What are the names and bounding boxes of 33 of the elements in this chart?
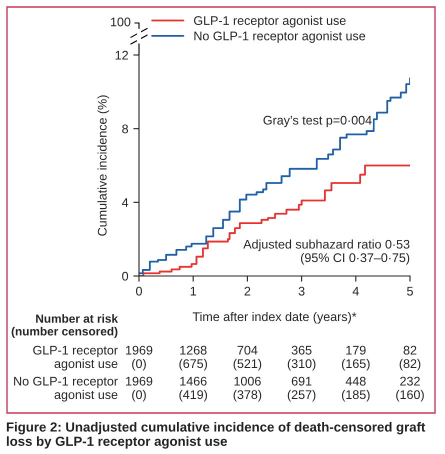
text: 1969 (0) [126, 346, 152, 371]
text: 1268 (675) [179, 346, 208, 371]
annotation: Adjusted subhazard ratio 0·53 (95% CI 0·37–0·75) [243, 240, 410, 265]
text: 704 (521) [234, 346, 262, 371]
x-tick-label: 3 [298, 286, 305, 296]
text: 100 [110, 18, 130, 26]
text: No GLP-1 receptor agonist use [14, 376, 118, 402]
annotation: Gray’s test p=0·004 [263, 116, 372, 128]
y-tick-label: 4 [122, 198, 128, 207]
x-tick-label: 0 [136, 286, 142, 296]
text: GLP-1 receptor agonist use [33, 346, 118, 371]
legend-label: No GLP-1 receptor agonist use [194, 31, 366, 43]
y-axis-title: Cumulative incidence (%) [97, 95, 110, 236]
text: 1466 (419) [179, 376, 208, 402]
text: Number at risk (number censored) [12, 314, 118, 338]
y-tick-label: 12 [116, 50, 128, 60]
text: 82 (82) [400, 346, 420, 371]
legend-label: GLP-1 receptor agonist use [194, 16, 346, 28]
text: 232 (160) [396, 376, 424, 402]
x-tick-label: 2 [244, 286, 250, 296]
text: 448 (185) [342, 376, 370, 402]
text: 1006 (378) [234, 376, 262, 402]
y-tick-label: 0 [122, 272, 128, 281]
text: 691 (257) [288, 376, 316, 402]
x-tick-label: 5 [407, 286, 413, 296]
x-axis-title: Time after index date (years)* [192, 312, 356, 324]
y-tick-label: 8 [122, 124, 128, 134]
text: 365 (310) [288, 346, 316, 371]
text: 179 (165) [342, 346, 370, 371]
text: Figure 2: Unadjusted cumulative incidence of death-censored graft loss by GLP-1 receptor agonist use [6, 422, 426, 449]
x-tick-label: 1 [190, 286, 196, 296]
x-tick-label: 4 [352, 286, 359, 296]
text: 1969 (0) [126, 376, 152, 402]
